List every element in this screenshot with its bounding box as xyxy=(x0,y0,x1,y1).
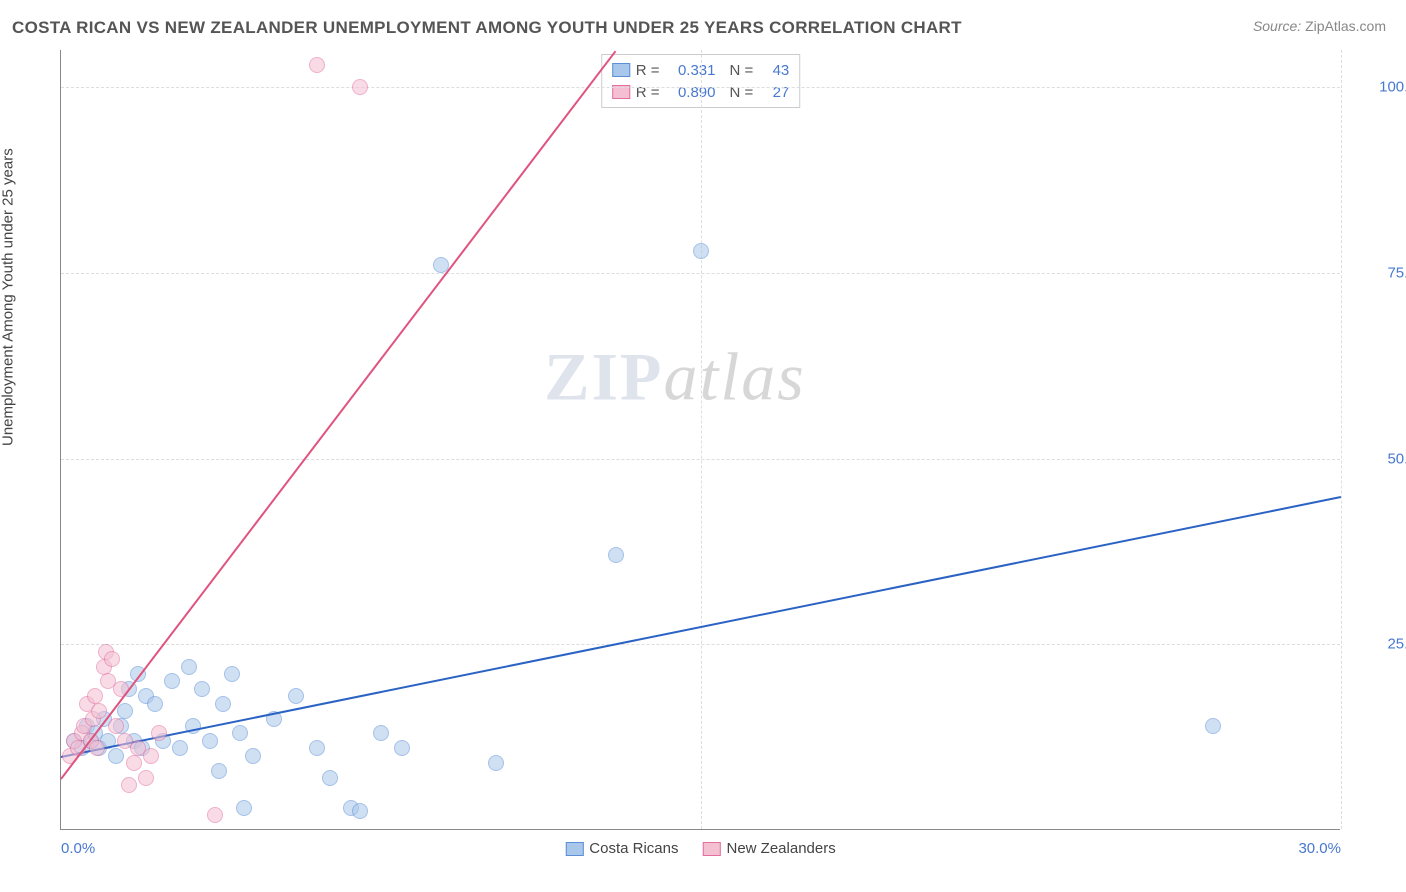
grid-line-vertical xyxy=(701,50,702,829)
data-point xyxy=(117,703,133,719)
data-point xyxy=(232,725,248,741)
series-legend: Costa Ricans New Zealanders xyxy=(565,840,835,857)
data-point xyxy=(87,688,103,704)
data-point xyxy=(215,696,231,712)
plot-area: ZIPatlas R =0.331N =43R =0.890N =27 Cost… xyxy=(60,50,1340,830)
data-point xyxy=(151,725,167,741)
r-value: 0.331 xyxy=(666,62,716,79)
source-attribution: Source: ZipAtlas.com xyxy=(1253,18,1386,34)
data-point xyxy=(194,681,210,697)
legend-swatch xyxy=(612,63,630,77)
data-point xyxy=(108,718,124,734)
grid-line-vertical xyxy=(1341,50,1342,829)
r-label: R = xyxy=(636,62,660,79)
data-point xyxy=(693,243,709,259)
data-point xyxy=(121,777,137,793)
legend-item: Costa Ricans xyxy=(565,840,678,857)
data-point xyxy=(91,703,107,719)
source-label: Source: xyxy=(1253,18,1301,34)
n-value: 27 xyxy=(759,84,789,101)
r-label: R = xyxy=(636,84,660,101)
legend-label: New Zealanders xyxy=(726,840,835,857)
data-point xyxy=(147,696,163,712)
data-point xyxy=(143,748,159,764)
source-value: ZipAtlas.com xyxy=(1305,18,1386,34)
n-label: N = xyxy=(730,62,754,79)
data-point xyxy=(89,740,105,756)
watermark: ZIPatlas xyxy=(544,338,806,417)
r-value: 0.890 xyxy=(666,84,716,101)
y-tick-label: 25.0% xyxy=(1350,636,1406,653)
data-point xyxy=(108,748,124,764)
data-point xyxy=(172,740,188,756)
y-tick-label: 50.0% xyxy=(1350,450,1406,467)
x-tick-label: 0.0% xyxy=(61,840,95,857)
data-point xyxy=(202,733,218,749)
data-point xyxy=(104,651,120,667)
n-label: N = xyxy=(730,84,754,101)
n-value: 43 xyxy=(759,62,789,79)
data-point xyxy=(309,57,325,73)
data-point xyxy=(126,755,142,771)
data-point xyxy=(352,803,368,819)
y-tick-label: 75.0% xyxy=(1350,264,1406,281)
data-point xyxy=(288,688,304,704)
legend-item: New Zealanders xyxy=(702,840,835,857)
data-point xyxy=(309,740,325,756)
data-point xyxy=(608,547,624,563)
data-point xyxy=(352,79,368,95)
x-tick-label: 30.0% xyxy=(1298,840,1341,857)
data-point xyxy=(181,659,197,675)
data-point xyxy=(245,748,261,764)
data-point xyxy=(1205,718,1221,734)
legend-label: Costa Ricans xyxy=(589,840,678,857)
trend-line xyxy=(60,50,616,779)
legend-swatch xyxy=(565,842,583,856)
data-point xyxy=(322,770,338,786)
data-point xyxy=(211,763,227,779)
data-point xyxy=(224,666,240,682)
data-point xyxy=(373,725,389,741)
legend-swatch xyxy=(702,842,720,856)
data-point xyxy=(207,807,223,823)
y-tick-label: 100.0% xyxy=(1350,79,1406,96)
watermark-bold: ZIP xyxy=(544,339,663,415)
watermark-italic: atlas xyxy=(663,339,805,415)
data-point xyxy=(164,673,180,689)
data-point xyxy=(394,740,410,756)
data-point xyxy=(488,755,504,771)
data-point xyxy=(236,800,252,816)
data-point xyxy=(138,770,154,786)
y-axis-label: Unemployment Among Youth under 25 years xyxy=(0,148,17,446)
chart-title: COSTA RICAN VS NEW ZEALANDER UNEMPLOYMEN… xyxy=(12,18,962,38)
